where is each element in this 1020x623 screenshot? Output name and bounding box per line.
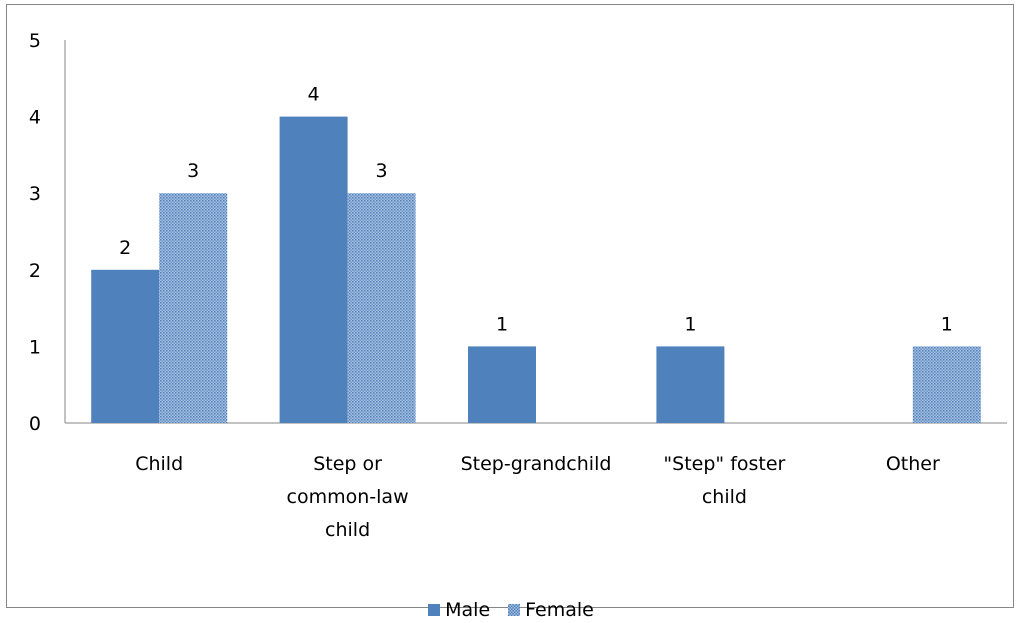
bar-female: [912, 346, 981, 423]
legend-label: Male: [445, 599, 491, 621]
y-tick-label: 1: [29, 336, 41, 358]
data-label: 3: [187, 160, 199, 182]
y-tick-label: 2: [29, 260, 41, 282]
x-category-label-line: Step or: [313, 453, 382, 475]
y-tick-label: 5: [29, 30, 41, 52]
x-category-label-line: Step-grandchild: [461, 453, 612, 475]
legend: Male Female: [7, 597, 1015, 623]
bar-male: [91, 269, 160, 423]
plot-area: 0 1 2 3 4 5 2 3 Child 4 3 Step or common-law child 1 St…: [29, 30, 1007, 541]
data-label: 4: [308, 84, 320, 106]
chart-frame: 0 1 2 3 4 5 2 3 Child 4 3 Step or common-law child 1 St…: [6, 4, 1014, 621]
data-label: 1: [496, 313, 508, 335]
bar-male: [279, 116, 348, 423]
x-category-label-line: child: [702, 486, 747, 508]
x-category-label-line: "Step" foster: [663, 453, 785, 475]
legend-label: Female: [525, 599, 594, 621]
data-label: 3: [376, 160, 388, 182]
y-tick-label: 4: [29, 107, 41, 129]
x-category-label: Child: [135, 453, 183, 475]
bar-male: [656, 346, 725, 423]
x-category-label-line: Child: [135, 453, 183, 475]
data-label: 1: [941, 313, 953, 335]
x-category-label: Step or common-law child: [287, 453, 409, 541]
data-label: 1: [684, 313, 696, 335]
bar-chart: 0 1 2 3 4 5 2 3 Child 4 3 Step or common-law child 1 St…: [29, 30, 1007, 541]
bar-female: [347, 193, 416, 423]
legend-swatch: [428, 604, 441, 616]
data-label: 2: [119, 237, 131, 259]
x-category-label-line: child: [325, 519, 370, 541]
legend-item-female: Female: [508, 599, 594, 621]
legend-swatch: [508, 604, 521, 616]
legend-item-male: Male: [428, 599, 490, 621]
x-category-label: "Step" foster child: [663, 453, 785, 508]
x-category-label-line: Other: [886, 453, 940, 475]
x-category-label-line: common-law: [287, 486, 409, 508]
y-tick-label: 3: [29, 183, 41, 205]
x-category-label: Step-grandchild: [461, 453, 612, 475]
bar-female: [159, 193, 228, 423]
x-category-label: Other: [886, 453, 940, 475]
y-tick-label: 0: [29, 413, 41, 435]
bar-male: [468, 346, 536, 423]
